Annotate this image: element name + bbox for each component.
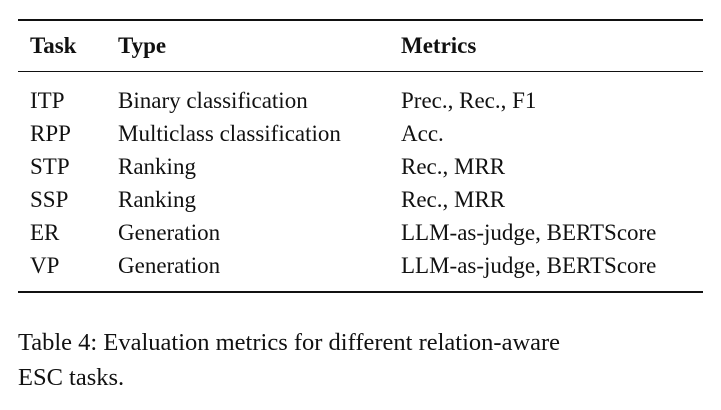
table-body: ITP Binary classification Prec., Rec., F… xyxy=(18,72,703,282)
table-header-rule xyxy=(18,71,703,72)
header-task: Task xyxy=(30,33,77,58)
table-caption: Table 4: Evaluation metrics for differen… xyxy=(18,325,698,395)
header-row: Task Type Metrics xyxy=(18,21,703,61)
cell-task: RPP xyxy=(30,121,71,146)
table-row: RPP Multiclass classification Acc. xyxy=(18,117,703,150)
table-header: Task Type Metrics xyxy=(18,21,703,61)
cell-task: ITP xyxy=(30,88,65,113)
cell-metrics: Prec., Rec., F1 xyxy=(401,88,537,113)
caption-line-2: ESC tasks. xyxy=(18,364,125,391)
cell-type: Generation xyxy=(118,253,221,278)
cell-type: Binary classification xyxy=(118,88,308,113)
cell-type: Multiclass classification xyxy=(118,121,341,146)
header-type: Type xyxy=(118,33,167,58)
metrics-table: Task Type Metrics ITP Binary classificat… xyxy=(18,19,703,293)
cell-metrics: LLM-as-judge, BERTScore xyxy=(401,220,657,245)
header-metrics: Metrics xyxy=(401,33,477,58)
cell-metrics: Acc. xyxy=(401,121,444,146)
cell-task: VP xyxy=(30,253,60,278)
table-bottom-rule xyxy=(18,291,703,293)
cell-metrics: LLM-as-judge, BERTScore xyxy=(401,253,657,278)
table-row: SSP Ranking Rec., MRR xyxy=(18,183,703,216)
cell-metrics: Rec., MRR xyxy=(401,187,506,212)
table-row: VP Generation LLM-as-judge, BERTScore xyxy=(18,249,703,282)
table-row: STP Ranking Rec., MRR xyxy=(18,150,703,183)
table-top-rule xyxy=(18,19,703,21)
table-row: ER Generation LLM-as-judge, BERTScore xyxy=(18,216,703,249)
cell-type: Ranking xyxy=(118,154,196,179)
cell-metrics: Rec., MRR xyxy=(401,154,506,179)
cell-task: SSP xyxy=(30,187,69,212)
cell-type: Ranking xyxy=(118,187,196,212)
caption-line-1: Table 4: Evaluation metrics for differen… xyxy=(18,329,561,356)
cell-task: ER xyxy=(30,220,60,245)
table-row: ITP Binary classification Prec., Rec., F… xyxy=(18,72,703,117)
cell-task: STP xyxy=(30,154,70,179)
cell-type: Generation xyxy=(118,220,221,245)
